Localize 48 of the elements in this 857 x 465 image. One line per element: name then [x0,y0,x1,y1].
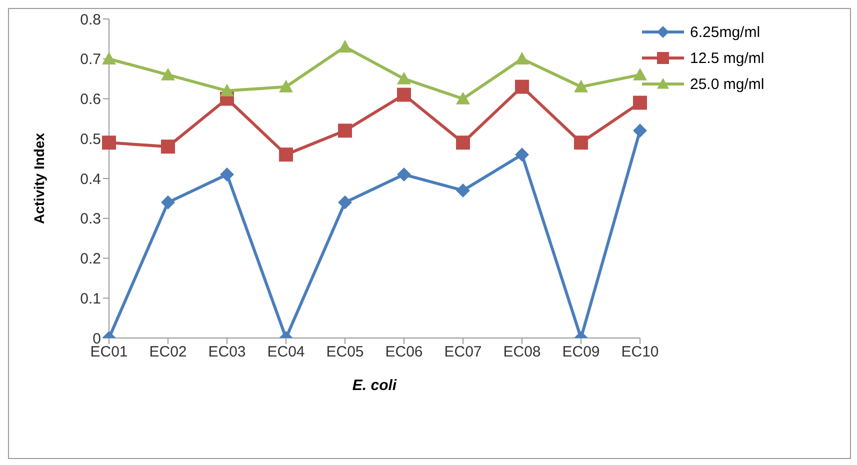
y-tick-label: 0.7 [80,51,101,68]
point [397,72,411,84]
x-tick-label: EC03 [208,344,246,361]
point [102,136,116,150]
y-tick-label: 0.3 [80,210,101,228]
point [574,136,588,150]
x-tick-label: EC10 [621,344,659,361]
point [515,80,529,94]
point [161,68,175,80]
x-tick-label: EC08 [503,344,541,361]
y-tick-label: 0.4 [80,170,101,188]
point [161,140,175,154]
y-tick-label: 0.2 [80,250,101,268]
legend-label: 25.0 mg/ml [690,76,764,92]
point [102,52,116,64]
y-tick-label: 0.5 [80,130,101,148]
x-tick-label: EC09 [562,344,600,361]
point [515,52,529,64]
point [397,168,411,182]
point [397,88,411,102]
legend-label: 6.25mg/ml [690,24,760,40]
x-tick-label: EC04 [267,344,305,361]
x-tick-label: EC07 [444,344,482,361]
point [456,183,470,198]
point [161,195,175,210]
point [220,84,234,96]
y-axis-title: Activity Index [30,132,47,224]
point [633,68,647,80]
point [456,92,470,104]
y-tick-label: 0.8 [80,11,101,28]
point [279,80,293,92]
legend-label: 12.5 mg/ml [690,50,764,66]
point [633,96,647,110]
point [574,80,588,92]
point [456,136,470,150]
y-tick-label: 0.1 [80,290,101,308]
point [220,168,234,182]
x-tick-label: EC05 [326,344,364,361]
point [279,148,293,162]
point [338,124,352,138]
point [633,124,647,138]
x-axis-title: E. coli [352,377,398,394]
y-tick-label: 0.6 [80,91,101,108]
x-tick-label: EC02 [149,344,187,361]
x-tick-label: EC06 [385,344,423,361]
point [515,148,529,162]
point [338,40,352,53]
point [338,195,352,210]
